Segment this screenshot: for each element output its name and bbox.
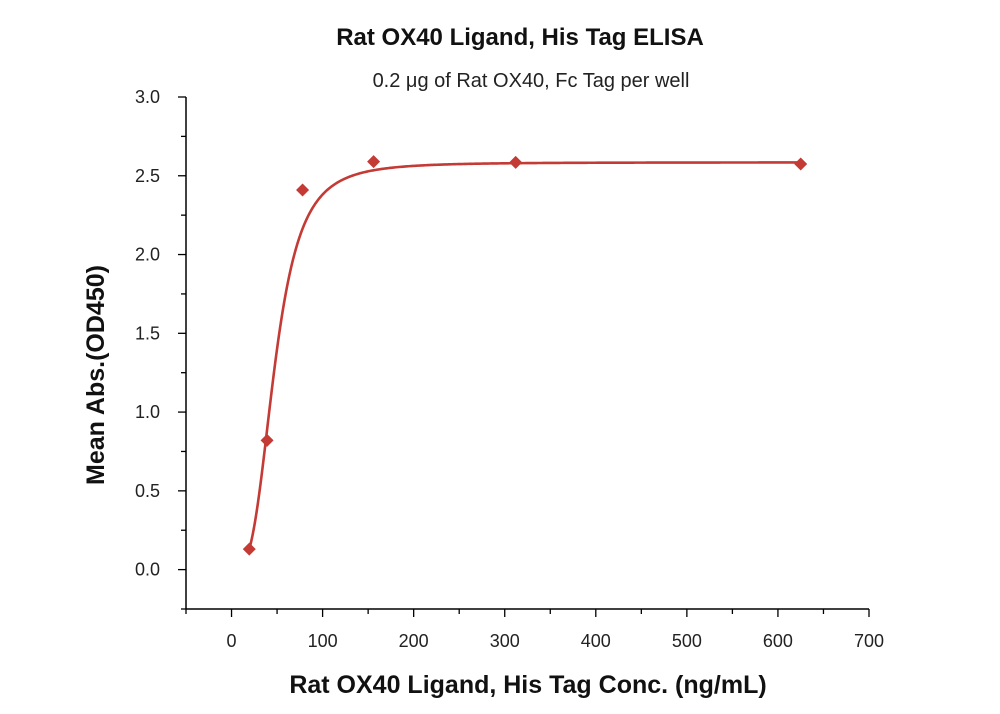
x-tick-label: 200 bbox=[399, 631, 429, 651]
x-tick-label: 400 bbox=[581, 631, 611, 651]
y-axis-ticks: 0.0 0.5 1.0 1.5 2.0 2.5 3.0 bbox=[135, 87, 186, 610]
y-axis-label: Mean Abs.(OD450) bbox=[82, 265, 110, 485]
data-point bbox=[296, 183, 310, 197]
data-point bbox=[509, 155, 523, 169]
fit-curve bbox=[248, 161, 801, 550]
x-tick-label: 700 bbox=[854, 631, 884, 651]
data-point bbox=[367, 155, 381, 169]
chart-title: Rat OX40 Ligand, His Tag ELISA bbox=[336, 24, 704, 51]
chart-subtitle: 0.2 μg of Rat OX40, Fc Tag per well bbox=[373, 70, 690, 92]
y-tick-label: 2.5 bbox=[135, 166, 160, 186]
fit-curve-layer bbox=[248, 161, 801, 550]
data-point bbox=[242, 542, 256, 556]
axes bbox=[185, 97, 869, 610]
y-tick-label: 1.5 bbox=[135, 323, 160, 343]
x-tick-label: 500 bbox=[672, 631, 702, 651]
data-point bbox=[794, 157, 808, 171]
x-axis-ticks: 0 100 200 300 400 500 600 700 bbox=[185, 609, 884, 651]
x-tick-label: 0 bbox=[227, 631, 237, 651]
y-tick-label: 0.0 bbox=[135, 560, 160, 580]
x-tick-label: 100 bbox=[308, 631, 338, 651]
x-tick-label: 600 bbox=[763, 631, 793, 651]
data-points-layer bbox=[242, 155, 808, 556]
data-point bbox=[260, 433, 274, 447]
x-axis-label: Rat OX40 Ligand, His Tag Conc. (ng/mL) bbox=[289, 671, 766, 699]
x-tick-label: 300 bbox=[490, 631, 520, 651]
y-tick-label: 0.5 bbox=[135, 481, 160, 501]
y-tick-label: 1.0 bbox=[135, 402, 160, 422]
y-tick-label: 3.0 bbox=[135, 87, 160, 107]
y-tick-label: 2.0 bbox=[135, 245, 160, 265]
